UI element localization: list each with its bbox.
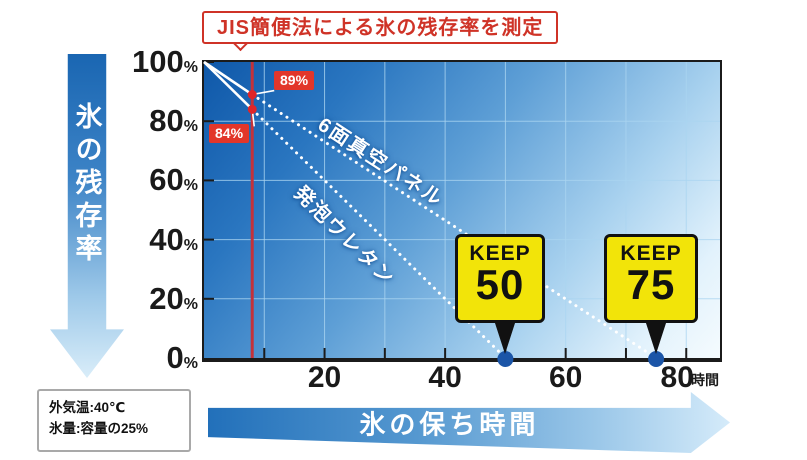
measurement-dot-vacuum-panel: [247, 90, 257, 100]
y-tick-label-80: 80%: [149, 103, 198, 139]
y-tick-label-20: 20%: [149, 280, 198, 316]
keep-75-word: KEEP: [620, 242, 682, 265]
value-annotation-89: 89%: [274, 71, 315, 90]
keep-50-number: 50: [475, 261, 525, 309]
keep-50-word: KEEP: [469, 242, 531, 265]
plot-area: 6面真空パネル 発泡ウレタン 89% 84% KEEP 50 KEEP 75: [202, 60, 722, 367]
keep-75-pointer: [645, 320, 667, 354]
condition-ambient-temp: 外気温:40℃: [49, 400, 126, 415]
y-axis-arrow-label: 氷の残存率: [71, 102, 102, 267]
y-tick-label-100: 100%: [132, 44, 198, 79]
keep-50-pointer: [494, 320, 516, 354]
x-axis-unit: 時間: [691, 372, 719, 388]
x-tick-label-40: 40: [428, 361, 462, 394]
measurement-dot-urethane-foam: [247, 104, 257, 114]
x-tick-label-20: 20: [307, 361, 342, 394]
condition-ice-amount: 氷量:容量の25%: [49, 420, 149, 436]
value-annotation-84: 84%: [209, 124, 250, 143]
keep-50-badge: KEEP 50: [455, 234, 545, 323]
y-tick-label-40: 40%: [149, 221, 198, 257]
x-axis-arrow: 氷の保ち時間: [208, 392, 730, 453]
x-axis-arrow-label: 氷の保ち時間: [359, 409, 540, 439]
y-tick-label-60: 60%: [149, 162, 198, 198]
y-tick-label-0: 0%: [166, 340, 198, 375]
keep-75-badge: KEEP 75: [604, 234, 698, 323]
keep-75-number: 75: [626, 261, 676, 309]
endpoint-dot-keep75: [648, 351, 665, 367]
x-tick-label-80: 80: [660, 361, 694, 394]
series-line-vacuum-panel: [203, 60, 658, 360]
title-callout: JIS簡便法による氷の残存率を測定: [202, 11, 559, 44]
conditions-box: 外気温:40℃ 氷量:容量の25%: [37, 389, 191, 452]
endpoint-dot-keep50: [497, 351, 514, 367]
x-tick-label-60: 60: [548, 361, 583, 394]
